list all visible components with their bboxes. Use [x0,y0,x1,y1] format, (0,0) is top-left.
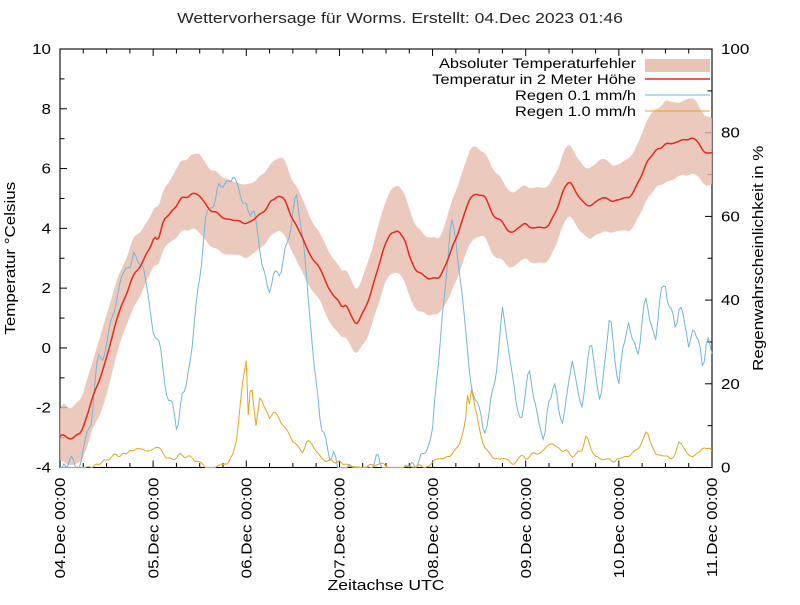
svg-text:4: 4 [42,221,52,237]
svg-text:80: 80 [721,126,740,142]
svg-text:60: 60 [721,209,740,225]
svg-text:Regen 1.0 mm/h: Regen 1.0 mm/h [515,104,636,120]
svg-text:Regenwahrscheinlichkeit in %: Regenwahrscheinlichkeit in % [751,146,767,371]
svg-text:Zeitachse UTC: Zeitachse UTC [328,577,445,594]
svg-text:20: 20 [721,377,740,393]
svg-text:09.Dec 00:00: 09.Dec 00:00 [519,477,535,578]
svg-text:100: 100 [721,42,750,58]
svg-text:6: 6 [42,162,52,178]
svg-text:07.Dec 00:00: 07.Dec 00:00 [333,477,349,578]
svg-text:Temperatur °Celsius: Temperatur °Celsius [3,182,19,335]
svg-text:-4: -4 [36,461,51,477]
svg-text:0: 0 [721,461,731,477]
svg-text:2: 2 [42,281,51,297]
svg-text:8: 8 [42,102,52,118]
svg-text:11.Dec 00:00: 11.Dec 00:00 [705,477,721,577]
svg-text:0: 0 [42,341,52,357]
svg-text:10: 10 [32,42,51,58]
svg-text:Temperatur in 2 Meter Höhe: Temperatur in 2 Meter Höhe [432,72,636,88]
svg-text:06.Dec 00:00: 06.Dec 00:00 [240,477,256,578]
svg-text:Wettervorhersage für Worms. Er: Wettervorhersage für Worms. Erstellt: 04… [177,10,623,27]
svg-text:04.Dec 00:00: 04.Dec 00:00 [53,477,69,578]
svg-text:Absoluter Temperaturfehler: Absoluter Temperaturfehler [439,56,636,72]
svg-text:Regen 0.1 mm/h: Regen 0.1 mm/h [515,88,636,104]
svg-text:-2: -2 [36,401,51,417]
svg-text:40: 40 [721,293,740,309]
svg-text:08.Dec 00:00: 08.Dec 00:00 [426,477,442,578]
svg-text:10.Dec 00:00: 10.Dec 00:00 [612,477,628,578]
svg-text:05.Dec 00:00: 05.Dec 00:00 [146,477,162,578]
